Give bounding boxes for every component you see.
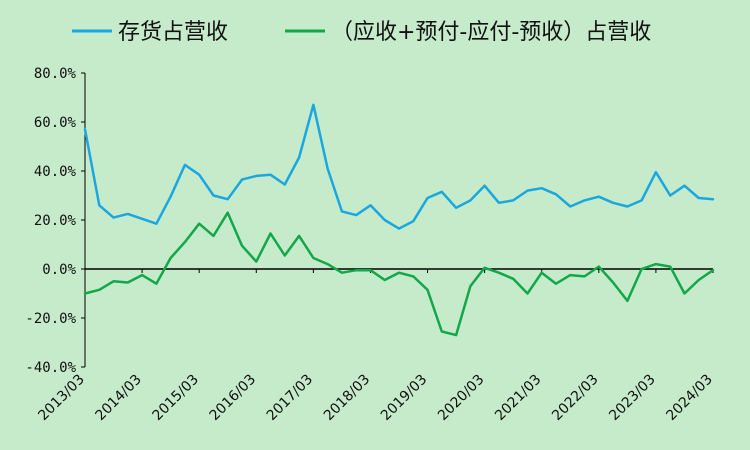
x-tick-label: 2023/03 bbox=[606, 372, 658, 424]
y-tick-label: 60.0% bbox=[34, 115, 77, 131]
legend: 存货占营收 （应收+预付-应付-预收）占营收 bbox=[72, 20, 651, 45]
x-tick-label: 2022/03 bbox=[549, 372, 601, 424]
x-tick-label: 2018/03 bbox=[321, 372, 373, 424]
series-layer bbox=[83, 103, 715, 337]
x-tick-label: 2015/03 bbox=[150, 372, 202, 424]
x-tick-label: 2021/03 bbox=[492, 372, 544, 424]
y-tick-label: 20.0% bbox=[34, 213, 77, 229]
x-tick-label: 2016/03 bbox=[207, 372, 259, 424]
x-tick-label: 2017/03 bbox=[264, 372, 316, 424]
x-tick-label: 2024/03 bbox=[663, 372, 715, 424]
series-line-working-capital bbox=[83, 211, 715, 337]
y-tick-label: 40.0% bbox=[34, 164, 77, 180]
x-axis-ticks: 2013/03 2014/03 2015/03 2016/03 2017/03 2018/… bbox=[35, 269, 716, 424]
legend-label-inventory: 存货占营收 bbox=[118, 20, 228, 45]
legend-label-working-capital: （应收+预付-应付-预收）占营收 bbox=[331, 20, 651, 45]
axes bbox=[84, 73, 713, 367]
x-tick-label: 2014/03 bbox=[92, 372, 144, 424]
y-tick-label: 80.0% bbox=[34, 66, 77, 82]
y-tick-label: 0.0% bbox=[42, 262, 76, 278]
x-tick-label: 2020/03 bbox=[435, 372, 487, 424]
y-tick-label: -20.0% bbox=[25, 311, 76, 327]
y-tick-label: -40.0% bbox=[25, 360, 76, 376]
x-tick-label: 2019/03 bbox=[378, 372, 430, 424]
series-line-inventory bbox=[83, 103, 715, 230]
y-axis-ticks: -40.0% -20.0% 0.0% 20.0% 40.0% 60.0% 80.0% bbox=[25, 66, 85, 376]
x-tick-label: 2013/03 bbox=[35, 372, 87, 424]
